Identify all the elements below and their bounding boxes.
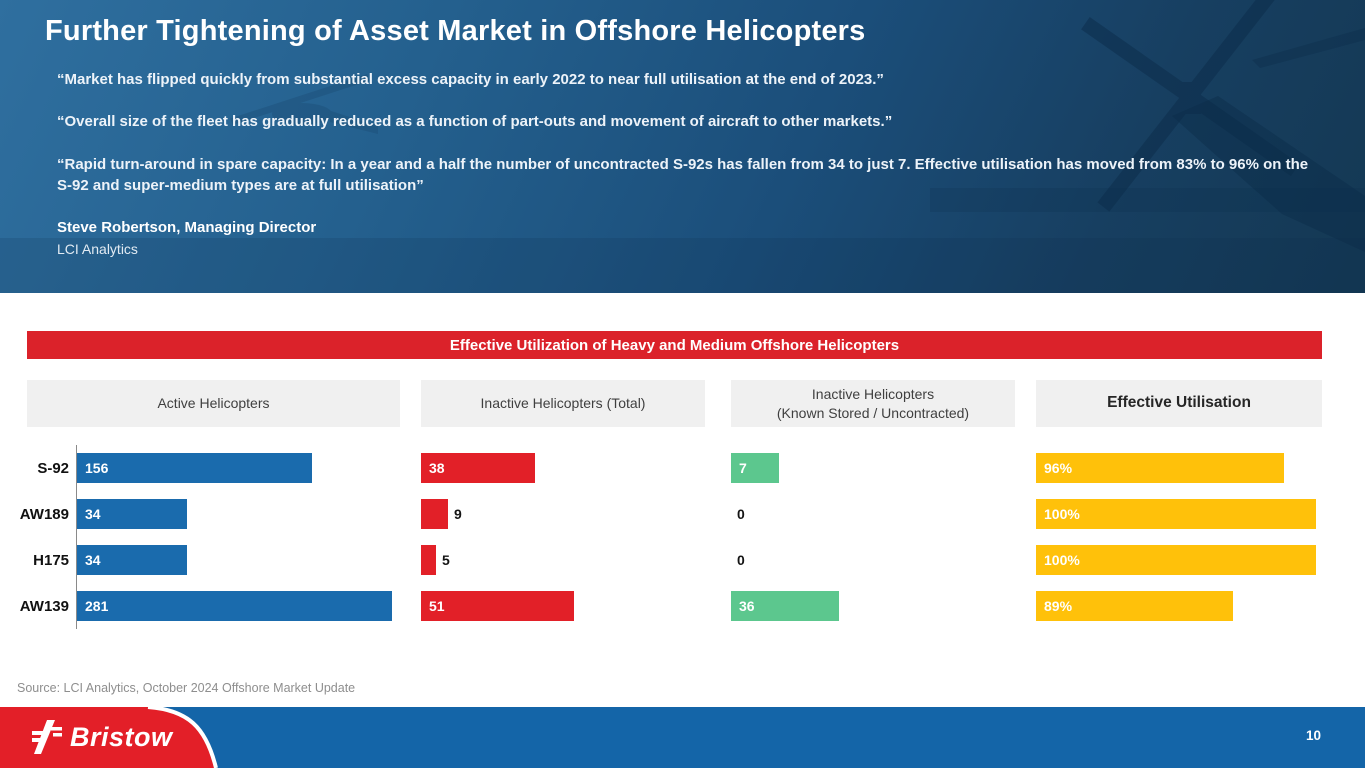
column-header-inactive-stored: Inactive Helicopters (Known Stored / Unc… [731,380,1015,427]
plot-inactive-stored-s-92: 7 [731,445,1015,491]
plot-active-aw189: 34 [76,491,400,537]
row-label-h175: H175 [33,551,69,569]
bar-value-label: 36 [739,598,755,614]
bar-active-aw189: 34 [77,499,187,529]
row-label-aw189: AW189 [19,505,69,523]
chart-row-s-92: S-92 156 38 7 96% [27,445,1322,491]
bristow-logo: Bristow [32,720,173,754]
plot-inactive-stored-aw139: 36 [731,583,1015,629]
chart-row-aw139: AW139 281 51 36 89% [19,583,1322,629]
bar-inactive-total-s-92: 38 [421,453,535,483]
hero-header: Further Tightening of Asset Market in Of… [0,0,1365,293]
quote-3: “Rapid turn-around in spare capacity: In… [57,155,1309,194]
plot-inactive-total-aw189: 9 [421,491,705,537]
plot-inactive-stored-h175: 0 [731,537,1015,583]
bar-value-label: 0 [737,552,745,568]
plot-active-s-92: 156 [76,445,400,491]
bar-value-label: 281 [85,598,109,614]
column-gap [1015,445,1036,491]
column-headers: Active Helicopters Inactive Helicopters … [27,380,1322,427]
bar-effective-utilisation-aw139: 89% [1036,591,1233,621]
column-gap [400,583,421,629]
footer-bar: Bristow 10 [0,707,1365,768]
bar-value-label: 96% [1044,460,1073,476]
bar-effective-utilisation-s-92: 96% [1036,453,1284,483]
column-gap [1015,491,1036,537]
plot-effective-utilisation-aw189: 100% [1036,491,1322,537]
plot-effective-utilisation-h175: 100% [1036,537,1322,583]
bar-inactive-total-h175 [421,545,436,575]
bar-inactive-stored-aw139: 36 [731,591,839,621]
brand-name: Bristow [70,721,173,752]
column-header-effective-utilisation: Effective Utilisation [1036,380,1322,427]
plot-effective-utilisation-s-92: 96% [1036,445,1322,491]
plot-inactive-total-h175: 5 [421,537,705,583]
source-note: Source: LCI Analytics, October 2024 Offs… [17,681,356,695]
plot-active-h175: 34 [76,537,400,583]
chart-row-aw189: AW189 34 9 0 100% [19,491,1322,537]
row-label-aw139: AW139 [19,597,69,615]
bar-value-label: 34 [85,506,101,522]
bar-active-h175: 34 [77,545,187,575]
bar-inactive-stored-s-92: 7 [731,453,779,483]
chart-rows: S-92 156 38 7 96% AW189 34 9 0 100% H175 34 5 0 100% AW… [19,445,1322,629]
column-header-inactive-total: Inactive Helicopters (Total) [421,380,705,427]
attribution-org: LCI Analytics [57,241,138,258]
bar-value-label: 100% [1044,506,1080,522]
quote-1: “Market has flipped quickly from substan… [57,71,884,88]
page-number: 10 [1305,728,1321,743]
bar-value-label: 89% [1044,598,1073,614]
column-gap [705,583,731,629]
plot-active-aw139: 281 [76,583,400,629]
column-header-active: Active Helicopters [27,380,400,427]
bar-value-label: 51 [429,598,445,614]
bar-inactive-total-aw189 [421,499,448,529]
bar-effective-utilisation-aw189: 100% [1036,499,1316,529]
bar-value-label: 156 [85,460,109,476]
bar-value-label: 38 [429,460,445,476]
helicopter-silhouette-art [0,0,1365,293]
attribution-name: Steve Robertson, Managing Director [57,219,317,237]
plot-inactive-stored-aw189: 0 [731,491,1015,537]
quote-2: “Overall size of the fleet has gradually… [57,113,893,131]
slide-title: Further Tightening of Asset Market in Of… [45,15,866,47]
column-gap [705,491,731,537]
bar-value-label: 9 [454,506,462,522]
column-gap [400,445,421,491]
plot-inactive-total-s-92: 38 [421,445,705,491]
bristow-rotor-icon [32,720,62,754]
bar-value-label: 100% [1044,552,1080,568]
utilization-chart: Active Helicopters Inactive Helicopters … [19,380,1322,629]
bar-effective-utilisation-h175: 100% [1036,545,1316,575]
column-gap [705,445,731,491]
column-gap [1015,583,1036,629]
bar-value-label: 7 [739,460,747,476]
column-gap [1015,537,1036,583]
plot-inactive-total-aw139: 51 [421,583,705,629]
bar-active-s-92: 156 [77,453,312,483]
bar-inactive-total-aw139: 51 [421,591,574,621]
column-gap [400,491,421,537]
bar-value-label: 5 [442,552,450,568]
bar-value-label: 34 [85,552,101,568]
plot-effective-utilisation-aw139: 89% [1036,583,1322,629]
chart-title: Effective Utilization of Heavy and Mediu… [449,336,900,354]
bar-value-label: 0 [737,506,745,522]
chart-row-h175: H175 34 5 0 100% [27,537,1322,583]
row-label-s-92: S-92 [37,459,69,477]
column-gap [400,537,421,583]
bar-active-aw139: 281 [77,591,392,621]
chart-title-banner: Effective Utilization of Heavy and Mediu… [27,331,1322,359]
column-gap [705,537,731,583]
